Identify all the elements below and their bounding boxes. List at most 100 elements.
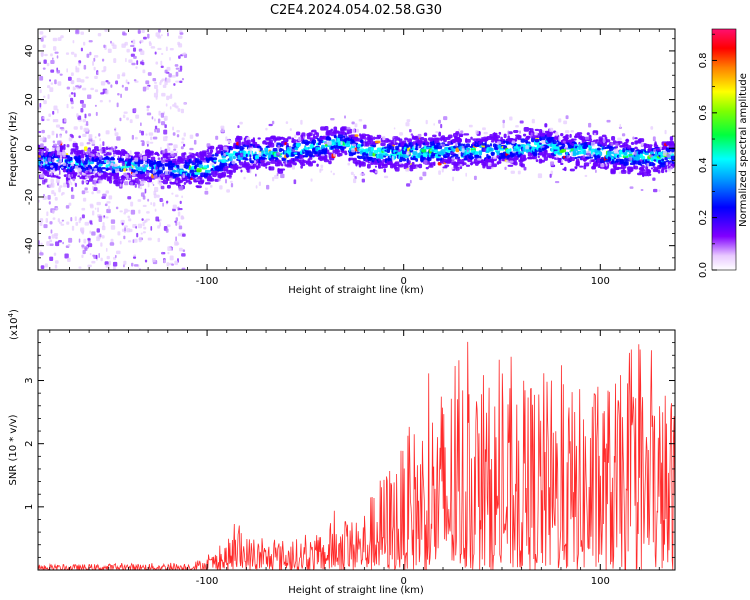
spectrogram-noise-cell: [105, 130, 110, 135]
spectrogram-noise-cell: [168, 73, 172, 78]
spectrogram-noise-cell: [106, 208, 111, 214]
spectrogram-noise-cell: [59, 157, 63, 163]
spectrogram-noise-cell: [415, 165, 418, 170]
spectrogram-noise-cell: [131, 62, 136, 66]
spectrogram-noise-cell: [102, 141, 105, 147]
spectrogram-noise-cell: [66, 164, 69, 168]
spectrogram-noise-cell: [126, 117, 129, 121]
spectrogram-noise-cell: [93, 57, 96, 62]
spectrogram-noise-cell: [44, 53, 48, 57]
y-tick-label: 20: [24, 93, 35, 106]
spectrogram-noise-cell: [351, 148, 356, 153]
spectrogram-noise-cell: [291, 164, 296, 170]
spectrogram-noise-cell: [175, 194, 179, 198]
spectrogram-noise-cell: [382, 137, 386, 141]
spectrogram-cell: [83, 146, 88, 152]
snr-x-ticks: -100 0 100: [49, 330, 660, 587]
spectrogram-noise-cell: [127, 209, 130, 212]
spectrogram-noise-cell: [183, 52, 186, 55]
spectrogram-noise-cell: [643, 169, 647, 173]
spectrogram-noise-cell: [39, 89, 42, 94]
spectrogram-noise-cell: [166, 146, 171, 152]
spectrogram-cell: [440, 149, 446, 154]
spectrogram-noise-cell: [48, 113, 51, 117]
spectrogram-noise-cell: [135, 66, 138, 69]
spectrogram-noise-cell: [179, 80, 183, 83]
spectrogram-noise-cell: [72, 39, 75, 44]
spectrogram-noise-cell: [151, 116, 154, 120]
spectrogram-noise-cell: [82, 87, 87, 91]
spectrogram-cell: [615, 162, 618, 166]
spectrogram-noise-cell: [174, 167, 178, 170]
spectrogram-cell: [194, 172, 201, 175]
spectrogram-cell: [75, 145, 79, 151]
spectrogram-cell: [41, 167, 46, 171]
spectrogram-cell: [605, 139, 611, 143]
spectrogram-noise-cell: [78, 135, 81, 139]
spectrogram-cell: [625, 138, 629, 144]
spectrogram-noise-cell: [136, 60, 139, 66]
spectrogram-cell: [159, 163, 165, 167]
spectrogram-cell: [610, 168, 616, 174]
spectrogram-noise-cell: [123, 235, 126, 240]
spectrogram-noise-cell: [53, 105, 58, 111]
spectrogram-noise-cell: [510, 170, 515, 174]
y-tick-label: 0: [24, 145, 35, 151]
spectrogram-cell: [421, 148, 427, 153]
spectrogram-noise-cell: [106, 255, 110, 260]
spectrogram-noise-cell: [393, 127, 396, 130]
spectrogram-cell: [221, 159, 227, 163]
spectrogram-noise-cell: [230, 183, 234, 188]
spectrogram-cell: [357, 155, 363, 160]
spectrogram-cell: [291, 154, 295, 157]
spectrogram-noise-cell: [124, 86, 129, 91]
spectrogram-noise-cell: [178, 247, 183, 252]
spectrogram-noise-cell: [85, 121, 89, 126]
spectrogram-cell: [204, 173, 208, 178]
spectrogram-noise-cell: [525, 145, 529, 150]
spectrogram-cell: [444, 164, 450, 167]
spectrogram-noise-cell: [475, 130, 479, 135]
spectrogram-noise-cell: [163, 115, 168, 121]
snr-scale-exp: 4: [7, 312, 15, 317]
spectrogram-noise-cell: [123, 111, 128, 114]
spectrogram-noise-cell: [457, 152, 461, 155]
spectrogram-noise-cell: [138, 209, 141, 214]
spectrogram-noise-cell: [106, 201, 111, 204]
spectrogram-cell: [337, 150, 341, 153]
spectrogram-noise-cell: [502, 123, 505, 129]
spectrogram-noise-cell: [610, 142, 614, 147]
spectrogram-noise-cell: [89, 230, 92, 234]
spectrogram-cell: [462, 162, 467, 166]
spectrogram-cell: [214, 170, 219, 173]
spectrogram-noise-cell: [40, 37, 44, 42]
spectrogram-cell: [115, 181, 120, 187]
x-tick-label: -100: [196, 276, 219, 287]
spectrogram-noise-cell: [182, 233, 186, 237]
spectrogram-cell: [381, 163, 388, 169]
spectrogram-noise-cell: [168, 95, 173, 99]
spectrogram-noise-cell: [166, 66, 171, 71]
spectrogram-cell: [268, 142, 275, 148]
spectrogram-noise-cell: [57, 81, 62, 86]
spectrogram-noise-cell: [451, 167, 454, 170]
spectrogram-noise-cell: [250, 163, 253, 166]
spectrogram-noise-cell: [139, 39, 144, 43]
spectrogram-noise-cell: [143, 226, 147, 230]
spectrogram-noise-cell: [116, 80, 118, 85]
spectrogram-noise-cell: [48, 201, 51, 205]
spectrogram-noise-cell: [76, 113, 79, 118]
spectrogram-cell: [148, 150, 154, 154]
spectrogram-cell: [173, 173, 179, 178]
spectrogram-noise-cell: [58, 169, 61, 175]
spectrogram-cell: [70, 151, 74, 155]
spectrogram-noise-cell: [70, 97, 74, 102]
spectrogram-noise-cell: [72, 178, 76, 182]
spectrogram-cell: [70, 157, 73, 161]
spectrogram-noise-cell: [89, 253, 92, 256]
spectrogram-noise-cell: [50, 82, 54, 85]
spectrogram-noise-cell: [181, 215, 184, 220]
spectrogram-noise-cell: [175, 155, 178, 160]
spectrogram-noise-cell: [96, 201, 101, 206]
spectrogram-noise-cell: [84, 128, 89, 132]
